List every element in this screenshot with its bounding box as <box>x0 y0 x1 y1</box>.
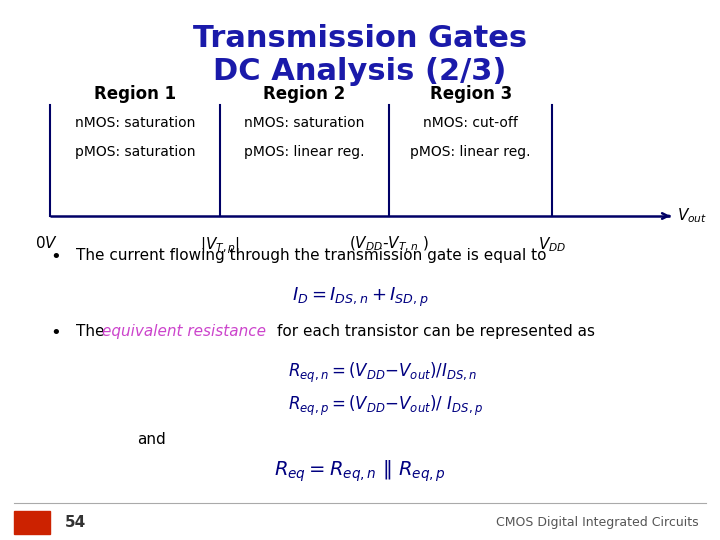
Text: Transmission Gates: Transmission Gates <box>193 24 527 53</box>
Text: pMOS: linear reg.: pMOS: linear reg. <box>244 145 364 159</box>
Text: nMOS: saturation: nMOS: saturation <box>244 116 364 130</box>
Text: equivalent resistance: equivalent resistance <box>102 324 266 339</box>
Text: $|V_{T,p}|$: $|V_{T,p}|$ <box>199 235 240 255</box>
Text: Region 3: Region 3 <box>430 85 512 103</box>
Text: $\mathit{0V}$: $\mathit{0V}$ <box>35 235 58 251</box>
Text: nMOS: saturation: nMOS: saturation <box>75 116 195 130</box>
Text: DC Analysis (2/3): DC Analysis (2/3) <box>213 57 507 86</box>
Text: $\mathit{R_{eq,n} = (V_{DD}}$$\mathit{-V_{out})/I_{DS,n}}$: $\mathit{R_{eq,n} = (V_{DD}}$$\mathit{-V… <box>288 361 477 385</box>
Text: pMOS: linear reg.: pMOS: linear reg. <box>410 145 531 159</box>
Bar <box>14 511 50 534</box>
Text: Region 1: Region 1 <box>94 85 176 103</box>
Text: nMOS: cut-off: nMOS: cut-off <box>423 116 518 130</box>
Text: $V_{DD}$: $V_{DD}$ <box>539 235 567 254</box>
Text: $V_{out}$: $V_{out}$ <box>677 207 707 225</box>
Text: pMOS: saturation: pMOS: saturation <box>75 145 195 159</box>
Text: •: • <box>50 248 61 266</box>
Text: $\mathit{I_D = I_{DS,n} + I_{SD,p}}$: $\mathit{I_D = I_{DS,n} + I_{SD,p}}$ <box>292 286 428 309</box>
Text: $(V_{DD}$-$V_{T,n}$ $)$: $(V_{DD}$-$V_{T,n}$ $)$ <box>349 235 429 254</box>
Text: •: • <box>50 324 61 342</box>
Text: $\mathit{R_{eq,p} = (V_{DD}}$$\mathit{-V_{out})/\ I_{DS,p}}$: $\mathit{R_{eq,p} = (V_{DD}}$$\mathit{-V… <box>288 394 483 418</box>
Text: for each transistor can be represented as: for each transistor can be represented a… <box>277 324 595 339</box>
Text: The current flowing through the transmission gate is equal to: The current flowing through the transmis… <box>76 248 546 264</box>
Text: CMOS Digital Integrated Circuits: CMOS Digital Integrated Circuits <box>496 516 698 529</box>
Text: The: The <box>76 324 109 339</box>
Text: 54: 54 <box>65 515 86 530</box>
Text: Region 2: Region 2 <box>264 85 346 103</box>
Text: and: and <box>137 432 166 447</box>
Text: $\mathit{R_{eq} = R_{eq,n}}\ \|\ \mathit{R_{eq,p}}$: $\mathit{R_{eq} = R_{eq,n}}\ \|\ \mathit… <box>274 459 446 484</box>
